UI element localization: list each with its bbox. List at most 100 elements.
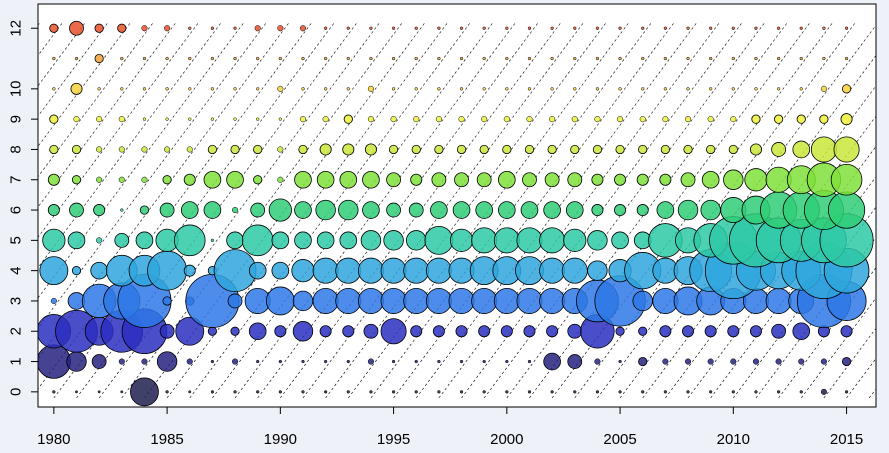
bubble bbox=[479, 144, 489, 155]
bubble bbox=[323, 56, 328, 61]
bubble bbox=[471, 227, 498, 254]
cohort-line bbox=[38, 21, 132, 147]
bubble bbox=[820, 388, 827, 395]
bubble bbox=[482, 56, 486, 61]
bubble bbox=[454, 172, 469, 188]
bubble bbox=[792, 322, 811, 341]
bubble bbox=[147, 250, 188, 291]
bubble bbox=[709, 26, 713, 30]
bubble bbox=[573, 56, 577, 61]
bubble bbox=[159, 323, 175, 339]
bubble bbox=[233, 87, 237, 91]
bubble bbox=[363, 323, 379, 339]
bubble bbox=[432, 325, 445, 338]
bubble bbox=[550, 26, 554, 30]
bubble bbox=[567, 354, 583, 369]
bubble bbox=[434, 144, 444, 155]
bubble bbox=[482, 359, 486, 364]
bubble bbox=[323, 390, 328, 394]
bubble bbox=[728, 144, 738, 155]
bubble bbox=[526, 116, 533, 123]
bubble bbox=[636, 173, 649, 186]
bubble bbox=[301, 56, 305, 61]
bubble bbox=[271, 231, 290, 250]
bubble bbox=[380, 318, 407, 345]
bubble bbox=[120, 56, 124, 61]
bubble bbox=[391, 390, 396, 394]
bubble bbox=[231, 358, 239, 365]
bubble bbox=[437, 359, 441, 364]
y-tick-label: 8 bbox=[8, 145, 25, 153]
bubble bbox=[844, 390, 849, 394]
bubble bbox=[527, 26, 532, 30]
bubble bbox=[380, 287, 407, 314]
bubble bbox=[403, 257, 430, 284]
bubble bbox=[752, 358, 760, 365]
bubble bbox=[498, 201, 516, 219]
bubble bbox=[595, 87, 600, 91]
bubble bbox=[357, 287, 384, 314]
bubble bbox=[210, 390, 215, 394]
bubble bbox=[704, 325, 717, 338]
bubble bbox=[731, 56, 735, 61]
bubble bbox=[47, 204, 60, 217]
cohort-line bbox=[212, 21, 494, 399]
bubble bbox=[120, 208, 124, 212]
bubble bbox=[573, 26, 577, 30]
bubble bbox=[810, 136, 837, 163]
bubble bbox=[827, 191, 866, 229]
bubble bbox=[523, 325, 536, 338]
bubble bbox=[682, 325, 695, 338]
cohort-line bbox=[38, 21, 154, 178]
bubble bbox=[430, 201, 448, 219]
y-tick-label: 2 bbox=[8, 327, 25, 335]
cohort-line bbox=[257, 21, 539, 399]
bubble bbox=[618, 87, 622, 91]
bubble bbox=[253, 175, 263, 185]
bubble bbox=[437, 26, 441, 30]
bubble bbox=[570, 144, 580, 155]
bubble bbox=[386, 172, 401, 188]
bubble bbox=[207, 144, 217, 155]
bubble bbox=[546, 325, 559, 338]
bubble bbox=[278, 390, 282, 394]
cohort-line bbox=[302, 21, 585, 399]
bubble bbox=[796, 114, 806, 124]
cohort-line bbox=[38, 21, 268, 329]
bubble bbox=[437, 56, 441, 61]
bubble bbox=[369, 390, 373, 394]
bubble bbox=[550, 390, 554, 394]
bubble bbox=[701, 170, 720, 189]
cohort-line bbox=[38, 21, 222, 269]
bubble bbox=[248, 322, 267, 341]
bubble bbox=[118, 358, 125, 365]
bubble bbox=[67, 231, 86, 250]
bubble bbox=[844, 56, 849, 61]
cohort-line bbox=[325, 21, 607, 399]
bubble bbox=[338, 199, 359, 221]
bubble bbox=[660, 144, 670, 155]
bubble bbox=[278, 56, 282, 61]
bubble bbox=[524, 144, 535, 155]
bubble bbox=[323, 87, 328, 91]
bubble bbox=[539, 227, 566, 254]
bubble bbox=[292, 290, 314, 312]
bubble bbox=[383, 230, 404, 251]
bubble bbox=[516, 287, 543, 314]
cohort-line bbox=[529, 21, 811, 399]
bubble bbox=[66, 351, 87, 372]
bubble bbox=[543, 201, 561, 219]
bubble bbox=[774, 114, 784, 124]
bubble bbox=[663, 56, 668, 61]
bubble bbox=[42, 228, 66, 252]
bubble bbox=[500, 325, 513, 338]
bubble bbox=[408, 202, 424, 218]
bubble bbox=[493, 227, 520, 254]
bubble bbox=[130, 377, 159, 407]
bubble bbox=[96, 146, 103, 153]
bubble bbox=[456, 144, 467, 155]
y-tick-label: 7 bbox=[8, 176, 25, 184]
bubble bbox=[709, 56, 713, 61]
bubble bbox=[656, 201, 675, 219]
